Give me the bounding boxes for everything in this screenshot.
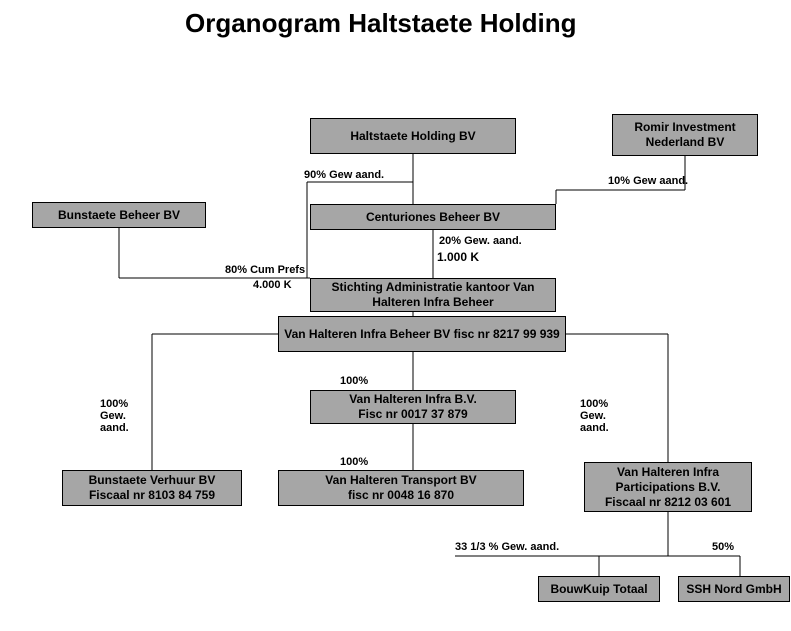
node-stichting: Stichting Administratie kantoor Van Halt… — [310, 278, 556, 312]
edge-label-l50: 50% — [712, 541, 734, 553]
node-label: Romir Investment Nederland BV — [617, 120, 753, 150]
edge-label-l100right: 100% Gew. aand. — [580, 398, 609, 434]
node-vht: Van Halteren Transport BV fisc nr 0048 1… — [278, 470, 524, 506]
edge-label-l100left: 100% Gew. aand. — [100, 398, 129, 434]
node-label: Bunstaete Verhuur BV Fiscaal nr 8103 84 … — [89, 473, 216, 503]
node-label: Haltstaete Holding BV — [350, 129, 475, 144]
node-label: Van Halteren Infra Participations B.V. F… — [589, 465, 747, 510]
edge-label-l80cum: 80% Cum Prefs — [225, 264, 305, 276]
node-label: Van Halteren Infra Beheer BV fisc nr 821… — [284, 327, 559, 342]
edge-label-l4000k: 4.000 K — [253, 279, 292, 291]
node-label: Centuriones Beheer BV — [366, 210, 500, 225]
node-vhip: Van Halteren Infra Participations B.V. F… — [584, 462, 752, 512]
node-vhib: Van Halteren Infra Beheer BV fisc nr 821… — [278, 316, 566, 352]
node-centuriones: Centuriones Beheer BV — [310, 204, 556, 230]
edge-label-l20gew: 20% Gew. aand. — [439, 235, 522, 247]
edge-label-l100b: 100% — [340, 456, 368, 468]
edge-label-l10gew: 10% Gew aand. — [608, 175, 688, 187]
node-ssh: SSH Nord GmbH — [678, 576, 790, 602]
node-label: BouwKuip Totaal — [550, 582, 647, 597]
node-bunstaete_beheer: Bunstaete Beheer BV — [32, 202, 206, 228]
edge-label-l1000k: 1.000 K — [437, 250, 479, 264]
node-bouwkuip: BouwKuip Totaal — [538, 576, 660, 602]
node-label: Bunstaete Beheer BV — [58, 208, 180, 223]
node-romir: Romir Investment Nederland BV — [612, 114, 758, 156]
node-haltstaete: Haltstaete Holding BV — [310, 118, 516, 154]
node-label: Van Halteren Transport BV fisc nr 0048 1… — [325, 473, 476, 503]
page-title: Organogram Haltstaete Holding — [185, 8, 577, 39]
node-label: Stichting Administratie kantoor Van Halt… — [315, 280, 551, 310]
edge-label-l33: 33 1/3 % Gew. aand. — [455, 541, 559, 553]
node-vhi: Van Halteren Infra B.V. Fisc nr 0017 37 … — [310, 390, 516, 424]
edge-label-l90gew: 90% Gew aand. — [304, 169, 384, 181]
node-label: SSH Nord GmbH — [686, 582, 781, 597]
node-label: Van Halteren Infra B.V. Fisc nr 0017 37 … — [349, 392, 477, 422]
node-bunstaete_verhuur: Bunstaete Verhuur BV Fiscaal nr 8103 84 … — [62, 470, 242, 506]
edge-label-l100a: 100% — [340, 375, 368, 387]
